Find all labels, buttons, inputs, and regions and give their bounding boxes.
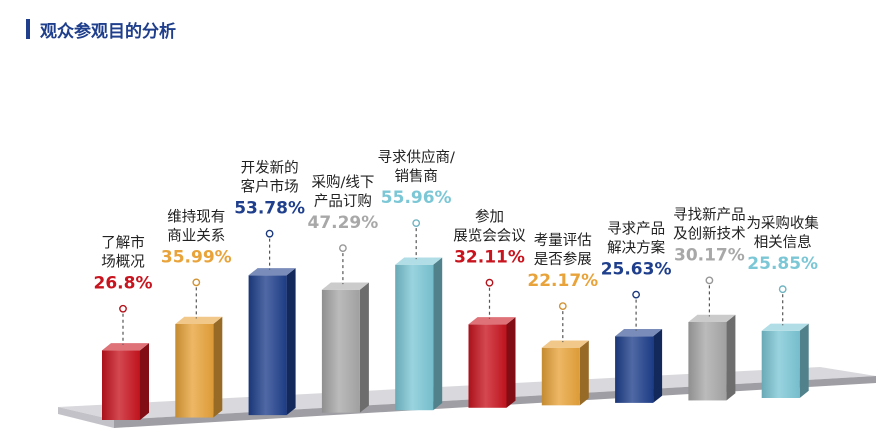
title-accent-bar xyxy=(26,19,30,39)
bar-6 xyxy=(468,317,516,408)
bar-8 xyxy=(615,329,663,403)
bar-side xyxy=(799,323,809,398)
bar-top xyxy=(615,329,663,337)
bar-side xyxy=(140,343,149,420)
bar-front xyxy=(615,336,654,403)
bar-top xyxy=(321,282,369,290)
bar-top xyxy=(688,314,736,323)
bar-3 xyxy=(248,268,296,416)
category-label-line1: 寻求产品 xyxy=(607,221,665,238)
floor-side-edge xyxy=(58,407,114,428)
category-label-line2: 展览会会议 xyxy=(453,228,526,245)
value-label: 25.63% xyxy=(601,260,672,280)
label-marker xyxy=(412,219,421,228)
category-label-line1: 维持现有 xyxy=(167,208,225,225)
value-label: 25.85% xyxy=(747,254,818,274)
value-label: 32.11% xyxy=(454,248,525,268)
bar-front xyxy=(175,323,214,418)
category-label-line1: 参加 xyxy=(475,209,504,226)
bar-1 xyxy=(102,343,149,420)
bar-front xyxy=(248,275,287,416)
bar-top xyxy=(175,316,223,324)
category-label-line2: 商业关系 xyxy=(167,227,225,244)
category-label-line1: 采购/线下 xyxy=(311,174,374,191)
category-label-line1: 为采购收集 xyxy=(746,215,819,232)
value-label: 53.78% xyxy=(234,199,305,219)
label-marker xyxy=(778,285,787,294)
category-label-line2: 客户市场 xyxy=(241,179,299,196)
bar-side xyxy=(433,257,443,411)
bar-side xyxy=(653,329,663,403)
category-label-line2: 是否参展 xyxy=(534,251,592,268)
value-label: 26.8% xyxy=(94,274,153,294)
category-label-line1: 寻求供应商/ xyxy=(378,148,455,166)
category-label-line2: 产品订购 xyxy=(314,193,372,210)
bar-front xyxy=(395,264,434,411)
chart-title: 观众参观目的分析 xyxy=(40,21,176,42)
bar-7 xyxy=(541,340,589,406)
category-label-line1: 寻找新产品 xyxy=(673,206,746,223)
category-label-line1: 开发新的 xyxy=(241,160,299,177)
label-marker xyxy=(485,278,494,287)
bar-front xyxy=(541,347,580,406)
label-marker xyxy=(632,290,640,299)
bar-top xyxy=(541,340,589,348)
bar-2 xyxy=(175,316,223,418)
bar-10 xyxy=(761,323,809,398)
label-marker xyxy=(558,302,567,310)
label-marker xyxy=(119,304,127,313)
value-label: 22.17% xyxy=(527,271,598,291)
bar-label-5: 55.96% 寻求供应商/销售商 xyxy=(378,148,455,260)
value-label: 30.17% xyxy=(674,245,745,265)
bar-side xyxy=(506,317,516,408)
category-label-line2: 及创新技术 xyxy=(673,225,746,242)
label-marker xyxy=(265,229,274,238)
bar-side xyxy=(286,268,296,416)
bar-side xyxy=(726,314,736,401)
bar-top xyxy=(395,257,443,265)
category-label-line1: 了解市 xyxy=(101,235,145,252)
value-label: 47.29% xyxy=(307,213,378,233)
label-marker xyxy=(338,244,347,253)
category-label-line2: 销售商 xyxy=(394,168,438,185)
category-label-line2: 解决方案 xyxy=(607,239,665,257)
bar-front xyxy=(321,289,360,413)
bar-side xyxy=(579,340,589,406)
bars-layer xyxy=(102,257,809,420)
bar-5 xyxy=(395,257,443,411)
bar-top xyxy=(468,317,516,325)
bar-top xyxy=(761,323,809,331)
bar-front xyxy=(761,330,800,398)
bar-side xyxy=(359,282,369,413)
category-label-line2: 场概况 xyxy=(101,254,145,271)
category-label-line2: 相关信息 xyxy=(754,234,812,251)
label-marker xyxy=(705,276,714,285)
value-label: 35.99% xyxy=(161,247,232,267)
bar-front xyxy=(102,350,140,420)
chart-title-bar: 观众参观目的分析 xyxy=(26,18,176,42)
bar-front xyxy=(688,322,727,401)
bar-top xyxy=(248,268,296,276)
category-label-line1: 考量评估 xyxy=(534,232,592,249)
label-marker xyxy=(192,278,201,287)
bar-4 xyxy=(321,282,369,413)
bar-front xyxy=(468,324,507,408)
bar-9 xyxy=(688,314,736,401)
bar-side xyxy=(213,316,223,418)
value-label: 55.96% xyxy=(381,188,452,208)
bar-top xyxy=(102,343,149,351)
